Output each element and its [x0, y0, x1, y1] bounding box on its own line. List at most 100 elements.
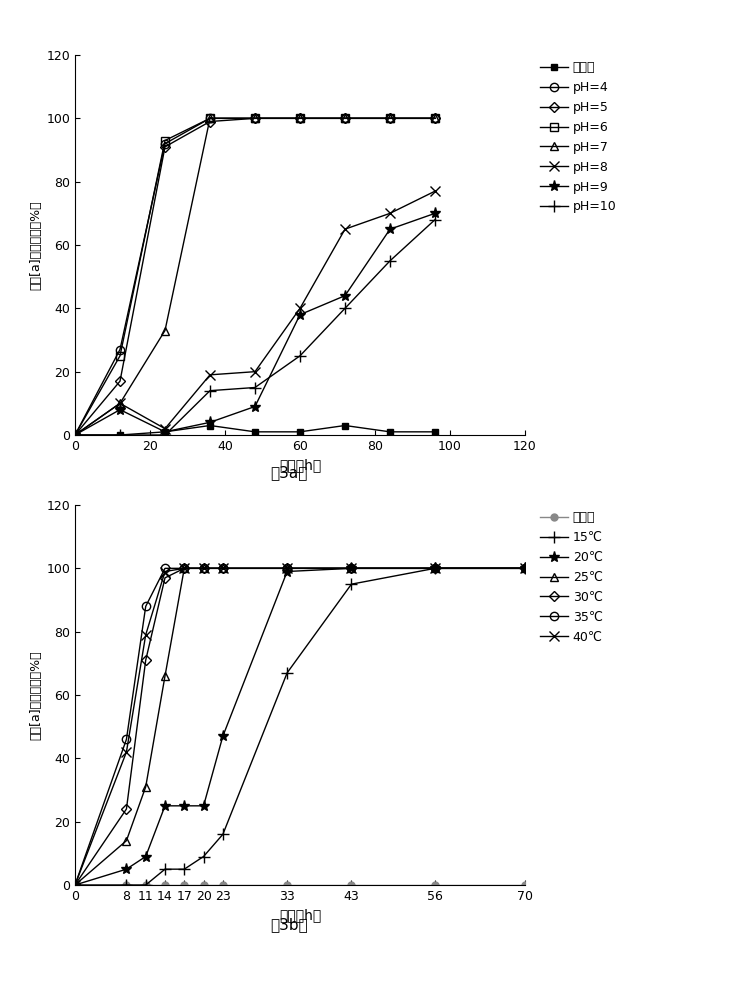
pH=7 — [70, 429, 80, 441]
20℃ — [122, 863, 131, 875]
对照组 — [70, 429, 80, 441]
pH=5 — [430, 112, 439, 124]
pH=5 — [340, 112, 350, 124]
25℃ — [160, 670, 170, 682]
pH=8 — [296, 302, 304, 314]
40℃ — [199, 562, 208, 574]
pH=9 — [251, 400, 260, 412]
pH=4 — [206, 112, 214, 124]
20℃ — [347, 562, 356, 574]
pH=6 — [340, 112, 350, 124]
30℃ — [520, 562, 530, 574]
35℃ — [70, 879, 80, 891]
pH=6 — [116, 350, 124, 362]
pH=5 — [206, 115, 214, 127]
pH=4 — [251, 112, 260, 124]
Line: 对照组: 对照组 — [71, 882, 529, 888]
pH=5 — [251, 112, 260, 124]
Text: （3a）: （3a） — [270, 466, 308, 481]
Line: pH=7: pH=7 — [70, 114, 440, 439]
25℃ — [141, 781, 150, 793]
Line: pH=5: pH=5 — [71, 115, 439, 438]
25℃ — [520, 562, 530, 574]
pH=7 — [251, 112, 260, 124]
Line: 35℃: 35℃ — [70, 564, 530, 889]
pH=5 — [116, 375, 124, 387]
40℃ — [218, 562, 227, 574]
40℃ — [180, 562, 189, 574]
15℃ — [218, 828, 227, 840]
pH=8 — [386, 207, 394, 219]
pH=9 — [70, 429, 80, 441]
pH=7 — [116, 397, 124, 409]
25℃ — [347, 562, 356, 574]
pH=10 — [70, 429, 80, 441]
Y-axis label: 苯并[a]蒽降解率（%）: 苯并[a]蒽降解率（%） — [29, 200, 42, 290]
pH=9 — [340, 290, 350, 302]
pH=7 — [160, 324, 170, 336]
pH=6 — [70, 429, 80, 441]
20℃ — [430, 562, 439, 574]
pH=6 — [296, 112, 304, 124]
对照组 — [70, 879, 80, 891]
30℃ — [180, 562, 189, 574]
pH=8 — [251, 366, 260, 378]
35℃ — [347, 562, 356, 574]
pH=5 — [296, 112, 304, 124]
15℃ — [70, 879, 80, 891]
pH=9 — [386, 223, 394, 235]
Legend: 对照组, 15℃, 20℃, 25℃, 30℃, 35℃, 40℃: 对照组, 15℃, 20℃, 25℃, 30℃, 35℃, 40℃ — [540, 511, 603, 644]
pH=8 — [430, 185, 439, 197]
pH=10 — [430, 214, 439, 226]
25℃ — [283, 562, 292, 574]
20℃ — [70, 879, 80, 891]
对照组 — [206, 420, 214, 432]
pH=6 — [386, 112, 394, 124]
40℃ — [520, 562, 530, 574]
35℃ — [218, 562, 227, 574]
对照组 — [386, 426, 394, 438]
pH=9 — [430, 207, 439, 219]
pH=10 — [296, 350, 304, 362]
对照组 — [430, 426, 439, 438]
对照组 — [296, 426, 304, 438]
40℃ — [160, 566, 170, 578]
35℃ — [122, 733, 131, 745]
对照组 — [160, 879, 170, 891]
15℃ — [520, 562, 530, 574]
pH=7 — [206, 112, 214, 124]
对照组 — [199, 879, 208, 891]
35℃ — [141, 600, 150, 612]
对照组 — [218, 879, 227, 891]
对照组 — [347, 879, 356, 891]
Line: pH=8: pH=8 — [70, 186, 440, 440]
25℃ — [199, 562, 208, 574]
pH=10 — [116, 429, 124, 441]
30℃ — [160, 572, 170, 584]
对照组 — [141, 879, 150, 891]
35℃ — [520, 562, 530, 574]
25℃ — [70, 879, 80, 891]
20℃ — [199, 800, 208, 812]
30℃ — [347, 562, 356, 574]
35℃ — [430, 562, 439, 574]
pH=9 — [206, 416, 214, 428]
35℃ — [180, 562, 189, 574]
对照组 — [340, 420, 350, 432]
30℃ — [122, 803, 131, 815]
15℃ — [283, 667, 292, 679]
40℃ — [141, 629, 150, 641]
20℃ — [141, 850, 150, 862]
40℃ — [122, 746, 131, 758]
35℃ — [283, 562, 292, 574]
对照组 — [520, 879, 530, 891]
25℃ — [430, 562, 439, 574]
Line: 对照组: 对照组 — [71, 422, 439, 438]
pH=4 — [160, 138, 170, 150]
20℃ — [160, 800, 170, 812]
40℃ — [430, 562, 439, 574]
对照组 — [122, 879, 131, 891]
pH=7 — [296, 112, 304, 124]
对照组 — [283, 879, 292, 891]
pH=5 — [70, 429, 80, 441]
